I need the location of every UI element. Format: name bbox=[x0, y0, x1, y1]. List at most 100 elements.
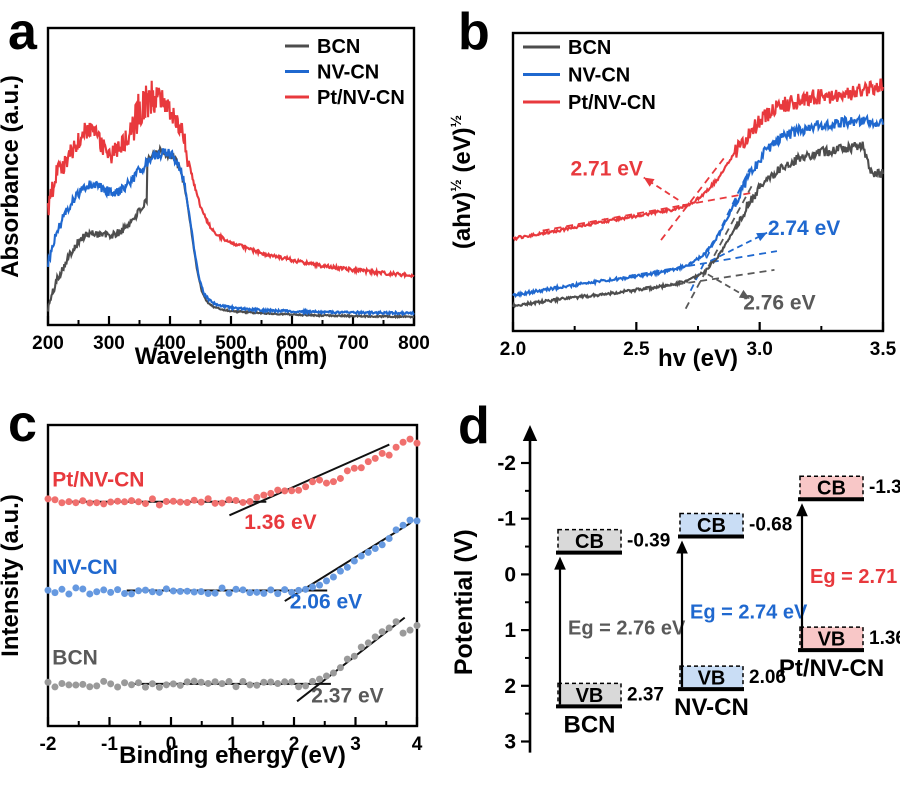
curve-bcn bbox=[512, 140, 885, 309]
tauc-guide-line bbox=[689, 168, 751, 292]
cb-label-nv-cn: CB bbox=[697, 515, 726, 537]
cb-box-bcn bbox=[557, 528, 622, 554]
cb-label-pt-nv-cn: CB bbox=[817, 478, 846, 500]
panel-letter-a: a bbox=[8, 3, 37, 61]
arrowhead bbox=[554, 556, 566, 570]
scatter-nv-cn bbox=[44, 516, 421, 598]
material-name-nv-cn: NV-CN bbox=[674, 694, 749, 721]
x-tick-label: 500 bbox=[215, 333, 247, 354]
x-tick-label: 2.5 bbox=[623, 339, 650, 360]
panel-a-uvvis: 200 300 400 500 600 700 800 Wavelength (nm) Abso… bbox=[0, 0, 450, 395]
curve-pt-nv-cn bbox=[512, 78, 885, 242]
eg-value-nv-cn: Eg = 2.74 eV bbox=[690, 602, 808, 624]
curve-nv-cn bbox=[46, 148, 415, 317]
y-tick-label: 1 bbox=[504, 619, 516, 642]
y-axis-label: (ahv)½ (eV)½ bbox=[449, 115, 476, 249]
x-tick-label: 3.0 bbox=[746, 339, 772, 360]
x-tick-label: 2.0 bbox=[500, 339, 526, 360]
scatter-bcn bbox=[44, 618, 421, 691]
vb-label-bcn: VB bbox=[576, 685, 604, 707]
vb-box-nv-cn bbox=[679, 665, 744, 690]
eg-value-bcn: Eg = 2.76 eV bbox=[568, 617, 686, 639]
x-tick-label: 2 bbox=[289, 734, 300, 755]
panel-a-chart: 200 300 400 500 600 700 800 Wavelength (nm) Abso… bbox=[0, 26, 430, 370]
cb-value-bcn: -0.39 bbox=[627, 531, 670, 552]
legend-label-pt-nv-cn: Pt/NV-CN bbox=[317, 87, 405, 109]
arrowhead bbox=[676, 540, 688, 554]
cb-box-pt-nv-cn bbox=[799, 475, 864, 500]
vb-label-nv-cn: VB bbox=[698, 668, 726, 690]
y-axis-label: Absorbance (a.u.) bbox=[0, 75, 24, 278]
x-tick-label: 1 bbox=[227, 734, 238, 755]
x-axis-label: Binding energy (eV) bbox=[119, 742, 346, 769]
cb-value-nv-cn: -0.68 bbox=[749, 515, 792, 536]
x-tick-label: 200 bbox=[32, 333, 64, 354]
annotation-arrow bbox=[709, 231, 768, 262]
cb-value-pt-nv-cn: -1.35 bbox=[869, 477, 900, 498]
annotation-2-37-ev: 2.37 eV bbox=[311, 685, 383, 708]
tauc-guide-line bbox=[660, 156, 726, 241]
material-pt-nv-cn: CB -1.35 VB 1.36 Eg = 2.71 eV Pt/NV-CN bbox=[779, 475, 900, 682]
arrowhead bbox=[756, 232, 768, 242]
annotation-1-36-ev: 1.36 eV bbox=[244, 511, 316, 534]
arrowhead bbox=[738, 289, 750, 299]
x-tick-label: -2 bbox=[40, 734, 57, 755]
tauc-guide-line bbox=[684, 184, 754, 310]
x-tick-label: 0 bbox=[166, 734, 177, 755]
fit-slope-bcn bbox=[296, 616, 406, 703]
vb-label-pt-nv-cn: VB bbox=[818, 629, 846, 651]
eg-value-pt-nv-cn: Eg = 2.71 eV bbox=[810, 566, 900, 588]
legend-label-nv-cn: NV-CN bbox=[568, 65, 630, 87]
y-tick-label: 0 bbox=[504, 563, 516, 586]
panel-d-band-diagram: -2 -1 0 1 2 3 Potential (V) CB -0.39 VB 2.37 Eg = 2… bbox=[450, 395, 900, 790]
material-name-pt-nv-cn: Pt/NV-CN bbox=[779, 655, 884, 682]
material-nv-cn: CB -0.68 VB 2.06 Eg = 2.74 eV NV-CN bbox=[674, 512, 808, 721]
series-label-nv-cn: NV-CN bbox=[52, 556, 117, 579]
curve-bcn bbox=[46, 143, 415, 320]
fit-slope-pt-nv-cn bbox=[229, 443, 390, 517]
legend-label-nv-cn: NV-CN bbox=[317, 62, 379, 84]
x-tick-label: 4 bbox=[412, 734, 423, 755]
x-tick-label: 300 bbox=[93, 333, 125, 354]
panel-c-xps-vb: -2 -1 0 1 2 3 4 Binding energy (eV) Intensity (a… bbox=[0, 395, 450, 790]
x-axis-label: hv (eV) bbox=[658, 345, 738, 372]
x-tick-label: 400 bbox=[154, 333, 186, 354]
x-tick-label: 700 bbox=[337, 333, 369, 354]
y-axis-label: Potential (V) bbox=[450, 529, 478, 675]
y-tick-label: 3 bbox=[504, 731, 516, 754]
y-tick-label: -1 bbox=[497, 508, 516, 531]
x-tick-label: 600 bbox=[276, 333, 308, 354]
scatter-pt-nv-cn bbox=[44, 435, 421, 509]
curve-nv-cn bbox=[512, 113, 885, 299]
material-name-bcn: BCN bbox=[564, 711, 616, 738]
panel-letter-c: c bbox=[8, 395, 37, 453]
panel-c-chart: -2 -1 0 1 2 3 4 Binding energy (eV) Intensity (a… bbox=[0, 423, 423, 769]
panel-d-chart: -2 -1 0 1 2 3 Potential (V) CB -0.39 VB 2.37 Eg = 2… bbox=[450, 425, 900, 754]
arrowhead bbox=[643, 177, 655, 187]
vb-box-pt-nv-cn bbox=[799, 626, 864, 651]
arrowhead bbox=[796, 503, 808, 517]
annotation-2-74-ev: 2.74 eV bbox=[768, 217, 840, 240]
x-tick-label: 800 bbox=[398, 333, 430, 354]
cb-label-bcn: CB bbox=[575, 531, 604, 553]
panel-letter-d: d bbox=[458, 397, 490, 455]
annotation-2-06-ev: 2.06 eV bbox=[290, 591, 362, 614]
panel-b-chart: 2.0 2.5 3.0 3.5 hv (eV) (ahv)½ (eV)½ 2.71 eV 2.… bbox=[449, 31, 897, 372]
series-label-bcn: BCN bbox=[52, 646, 98, 669]
arrowhead bbox=[522, 425, 538, 441]
x-axis-label: Wavelength (nm) bbox=[135, 343, 327, 370]
vb-value-nv-cn: 2.06 bbox=[749, 667, 786, 688]
annotation-2-76-ev: 2.76 eV bbox=[743, 292, 815, 315]
curve-pt-nv-cn bbox=[46, 80, 415, 280]
vb-box-bcn bbox=[557, 682, 622, 708]
panel-b-tauc: 2.0 2.5 3.0 3.5 hv (eV) (ahv)½ (eV)½ 2.71 eV 2.… bbox=[449, 0, 900, 395]
annotation-2-71-ev: 2.71 eV bbox=[571, 158, 643, 181]
vb-value-pt-nv-cn: 1.36 bbox=[869, 628, 900, 649]
legend-label-bcn: BCN bbox=[568, 37, 611, 59]
y-tick-label: -2 bbox=[497, 452, 516, 475]
vb-value-bcn: 2.37 bbox=[627, 684, 664, 705]
x-tick-label: -1 bbox=[101, 734, 118, 755]
legend-label-bcn: BCN bbox=[317, 36, 360, 58]
x-tick-label: 3.5 bbox=[870, 339, 897, 360]
cb-box-nv-cn bbox=[679, 512, 744, 538]
